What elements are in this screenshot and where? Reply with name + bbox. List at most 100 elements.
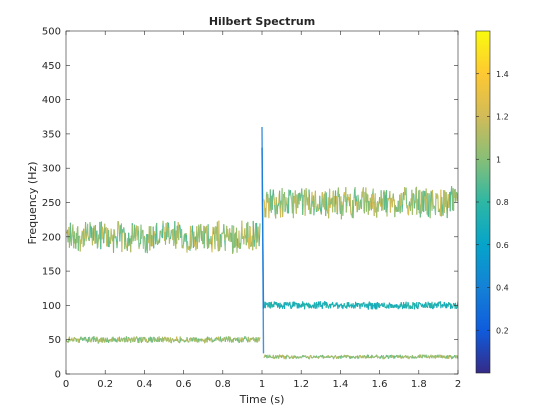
spectrum-trace-segment bbox=[155, 225, 157, 245]
spectrum-trace-segment bbox=[241, 220, 243, 239]
spectrum-trace-segment bbox=[306, 198, 309, 206]
spectrum-trace-segment bbox=[147, 234, 149, 241]
spectrum-trace-segment bbox=[149, 237, 151, 251]
spectrum-trace-segment bbox=[99, 221, 101, 241]
spectrum-trace-segment bbox=[411, 193, 414, 215]
spectrum-trace-segment bbox=[126, 337, 128, 343]
spectrum-trace-segment bbox=[179, 224, 181, 230]
spectrum-trace-segment bbox=[80, 236, 83, 245]
spectrum-trace-segment bbox=[276, 205, 279, 215]
spectrum-trace-segment bbox=[359, 199, 362, 209]
spectrum-trace-segment bbox=[401, 203, 404, 213]
spectrum-trace-segment bbox=[138, 337, 141, 344]
spectrum-trace-segment bbox=[399, 204, 402, 214]
spectrum-trace-segment bbox=[159, 230, 161, 243]
spectrum-trace-segment bbox=[290, 198, 293, 205]
spectrum-trace-segment bbox=[355, 195, 358, 203]
spectrum-trace-segment bbox=[265, 195, 267, 218]
spectrum-trace-segment bbox=[346, 196, 348, 207]
spectrum-trace-segment bbox=[277, 303, 279, 308]
spectrum-trace-segment bbox=[338, 194, 341, 211]
spectrum-trace-segment bbox=[315, 205, 317, 212]
spectrum-trace-segment bbox=[239, 242, 242, 249]
spectrum-trace-segment bbox=[240, 232, 242, 244]
spectrum-trace-segment bbox=[182, 242, 185, 249]
spectrum-trace-segment bbox=[90, 226, 93, 235]
spectrum-trace-segment bbox=[425, 302, 428, 308]
spectrum-trace-segment bbox=[373, 201, 376, 217]
data-layer bbox=[66, 126, 458, 360]
spectrum-trace-segment bbox=[357, 194, 360, 202]
colorbar-tick-label: 0.6 bbox=[496, 241, 509, 250]
spectrum-trace-segment bbox=[302, 203, 304, 216]
spectrum-trace-segment bbox=[425, 188, 428, 200]
spectrum-trace-segment bbox=[103, 232, 105, 244]
spectrum-trace-segment bbox=[304, 199, 307, 216]
y-axis: 0 50 100 150 200 250 300 350 400 450 500 bbox=[42, 27, 458, 381]
spectrum-trace-segment bbox=[434, 193, 437, 216]
colorbar-tick-label: 0.2 bbox=[496, 326, 509, 335]
spectrum-trace-segment bbox=[441, 196, 443, 206]
spectrum-trace-segment bbox=[358, 202, 361, 211]
spectrum-trace-segment bbox=[274, 205, 276, 216]
spectrum-trace-segment bbox=[429, 200, 432, 219]
spectrum-trace-segment bbox=[67, 234, 70, 243]
spectrum-trace-segment bbox=[76, 228, 78, 244]
spectrum-trace-segment bbox=[142, 237, 145, 249]
colorbar-tick-label: 1.2 bbox=[496, 113, 509, 122]
spectrum-trace-segment bbox=[118, 336, 121, 343]
spectrum-trace-segment bbox=[362, 187, 365, 212]
spectrum-trace-segment bbox=[97, 240, 99, 248]
spectrum-trace-segment bbox=[216, 221, 219, 246]
y-tick-label: 0 bbox=[55, 370, 61, 381]
y-tick-label: 100 bbox=[42, 301, 61, 312]
spectrum-trace-segment bbox=[381, 203, 383, 211]
spectrum-trace-segment bbox=[198, 236, 201, 243]
spectrum-trace-segment bbox=[444, 190, 446, 200]
spectrum-trace-segment bbox=[247, 221, 249, 239]
spectrum-trace-segment bbox=[173, 234, 175, 247]
spectrum-trace-segment bbox=[406, 205, 409, 214]
x-axis-label: Time (s) bbox=[239, 393, 285, 406]
spectrum-trace-segment bbox=[240, 337, 243, 343]
spectrum-trace-segment bbox=[243, 230, 245, 245]
spectrum-trace-segment bbox=[275, 197, 278, 205]
x-tick-label: 1.6 bbox=[372, 379, 388, 390]
spectrum-trace-segment bbox=[228, 234, 230, 241]
spectrum-trace-segment bbox=[353, 196, 355, 207]
spectrum-trace-segment bbox=[190, 231, 193, 247]
spectrum-trace-segment bbox=[428, 193, 430, 217]
spectrum-trace-segment bbox=[427, 192, 429, 217]
spectrum-trace-segment bbox=[135, 227, 137, 237]
spectrum-trace-segment bbox=[95, 235, 97, 244]
spectrum-trace-segment bbox=[359, 303, 362, 310]
spectrum-trace-segment bbox=[313, 195, 316, 209]
spectrum-trace-segment bbox=[314, 190, 317, 207]
spectrum-trace-segment bbox=[125, 241, 127, 248]
spectrum-trace-segment bbox=[207, 224, 210, 248]
spectrum-trace-segment bbox=[423, 198, 425, 213]
x-axis: 0 0.2 0.4 0.6 0.8 1 1.2 1.4 1.6 1.8 2 bbox=[63, 31, 461, 390]
y-tick-label: 500 bbox=[42, 27, 61, 38]
spectrum-trace-segment bbox=[455, 191, 458, 202]
spectrum-trace-segment bbox=[273, 195, 275, 201]
colorbar-tick-label: 1 bbox=[496, 155, 501, 164]
spectrum-trace-segment bbox=[290, 194, 292, 200]
y-tick-label: 50 bbox=[48, 335, 61, 346]
spectrum-trace-segment bbox=[325, 192, 328, 212]
spectrum-trace-segment bbox=[294, 190, 297, 207]
x-tick-label: 0.6 bbox=[176, 379, 192, 390]
spectrum-trace-segment bbox=[320, 204, 323, 215]
spectrum-trace-segment bbox=[71, 230, 73, 238]
y-tick-label: 200 bbox=[42, 232, 61, 243]
spectrum-trace-segment bbox=[348, 196, 350, 203]
spectrum-trace-segment bbox=[357, 200, 360, 210]
spectrum-trace-segment bbox=[223, 232, 226, 242]
y-tick-label: 150 bbox=[42, 267, 61, 278]
spectrum-trace-segment bbox=[431, 301, 434, 309]
spectrum-trace-segment bbox=[382, 192, 385, 211]
spectrum-trace-segment bbox=[104, 228, 107, 234]
spectrum-trace-segment bbox=[446, 200, 449, 219]
spectrum-trace-segment bbox=[308, 189, 311, 198]
spectrum-trace-segment bbox=[451, 186, 453, 196]
